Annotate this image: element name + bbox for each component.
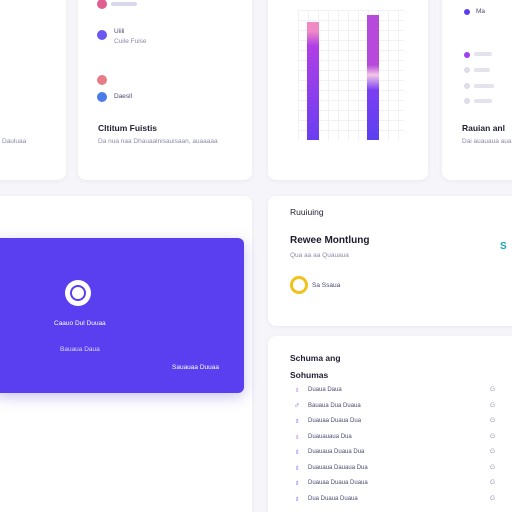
feature-item-label: Daesll xyxy=(114,93,133,100)
schema-title: Schuma ang xyxy=(290,353,341,363)
feature-lock-icon xyxy=(97,92,107,102)
schema-row-icon: ♂ xyxy=(294,400,300,410)
key-icon xyxy=(65,280,91,306)
review-badge-label[interactable]: Sa Ssaua xyxy=(312,282,341,289)
schema-subtitle: Sohumas xyxy=(290,370,329,380)
status-dot-icon xyxy=(464,67,470,73)
schema-row-label[interactable]: Dua Duaua Duaua xyxy=(308,495,358,502)
schema-row-action-icon[interactable]: G xyxy=(490,479,496,486)
schema-row-icon: ♁ xyxy=(294,462,300,472)
chart-bar xyxy=(367,15,379,140)
coin-icon xyxy=(290,276,308,294)
chart-card xyxy=(268,0,428,180)
schema-row-icon: ♁ xyxy=(294,447,300,456)
right-card-header: Ma xyxy=(476,8,486,15)
features-card-title: Cltitum Fuistis xyxy=(98,123,158,133)
schema-row-label[interactable]: Duauaa Duaua Duaua xyxy=(308,480,368,486)
schema-row-icon: ♁ xyxy=(294,493,300,503)
placeholder-line xyxy=(474,52,492,56)
side-letter: S xyxy=(500,241,507,252)
schema-row-action-icon[interactable]: G xyxy=(490,417,496,424)
schema-row-icon: ♁ xyxy=(294,385,300,394)
schema-row-icon: ♁ xyxy=(294,416,300,425)
feature-mic-icon xyxy=(97,30,107,40)
feature-item-label: Uiili xyxy=(114,28,125,35)
schema-row-action-icon[interactable]: G xyxy=(490,463,496,471)
schema-row-label[interactable]: Duauaa Duaua Dua xyxy=(308,418,362,424)
promo-subtitle: Bauaua Daua xyxy=(60,346,100,353)
chart-bar xyxy=(307,22,319,140)
placeholder-line xyxy=(474,84,494,88)
status-dot-icon xyxy=(464,9,470,15)
schema-row-icon: ♁ xyxy=(294,478,300,487)
schema-row-action-icon[interactable]: G xyxy=(490,386,496,393)
review-kicker: Ruuiuing xyxy=(290,207,324,217)
status-dot-icon xyxy=(464,52,470,58)
schema-row-label[interactable]: Duauauaua Dua xyxy=(308,433,352,440)
status-dot-icon xyxy=(464,83,470,89)
right-card-title: Rauian anl xyxy=(462,123,505,133)
schema-row-label[interactable]: Duaua Daua xyxy=(308,387,342,393)
review-title: Rewee Montlung xyxy=(290,235,370,246)
schema-row-label[interactable]: Duauaua Duaua Dua xyxy=(308,449,365,455)
feature-heart-icon xyxy=(97,75,107,85)
schema-row-label[interactable]: Duauaua Dauaua Dua xyxy=(308,464,368,471)
status-dot-icon xyxy=(464,98,470,104)
schema-row-action-icon[interactable]: G xyxy=(490,401,496,409)
review-subtitle: Qua aa aa Quauaua xyxy=(290,252,349,259)
review-card[interactable]: Ruuiuing Rewee Montlung Qua aa aa Quauau… xyxy=(268,196,512,326)
placeholder-line xyxy=(474,68,490,72)
promo-title: Caauo Dul Duuaa xyxy=(54,320,106,327)
left-card-subtitle: Dauluaa xyxy=(2,138,27,145)
feature-heart-icon xyxy=(97,0,107,9)
schema-row-action-icon[interactable]: G xyxy=(490,494,496,502)
chart-plot-area xyxy=(298,10,404,140)
promo-link[interactable]: Sauauaa Duuaa xyxy=(172,364,219,371)
right-partial-card: Ma Rauian anl Dai auauaua aua xyxy=(442,0,512,180)
schema-row-action-icon[interactable]: G xyxy=(490,448,496,455)
feature-item-label: Cuile Fuise xyxy=(114,38,147,45)
left-partial-card: Dauluaa xyxy=(0,0,66,180)
schema-row-icon: ♁ xyxy=(294,431,300,441)
schema-row-action-icon[interactable]: G xyxy=(490,432,496,440)
features-card-subtitle: Da nua naa Dhauaalnisauisaan, auaaaaa xyxy=(98,138,218,145)
placeholder-line xyxy=(474,99,492,103)
feature-placeholder-line xyxy=(111,2,137,6)
promo-banner[interactable]: Caauo Dul Duuaa Bauaua Daua Sauauaa Duua… xyxy=(0,238,244,393)
right-card-subtitle: Dai auauaua aua xyxy=(462,138,512,145)
schema-row-label[interactable]: Bauaua Dua Duaua xyxy=(308,402,361,409)
features-card[interactable]: Uiili Cuile Fuise Daesll Cltitum Fuistis… xyxy=(78,0,252,180)
schema-card: Schuma ang Sohumas ♁ Duaua Daua G ♂ Bauaua D… xyxy=(268,336,512,512)
